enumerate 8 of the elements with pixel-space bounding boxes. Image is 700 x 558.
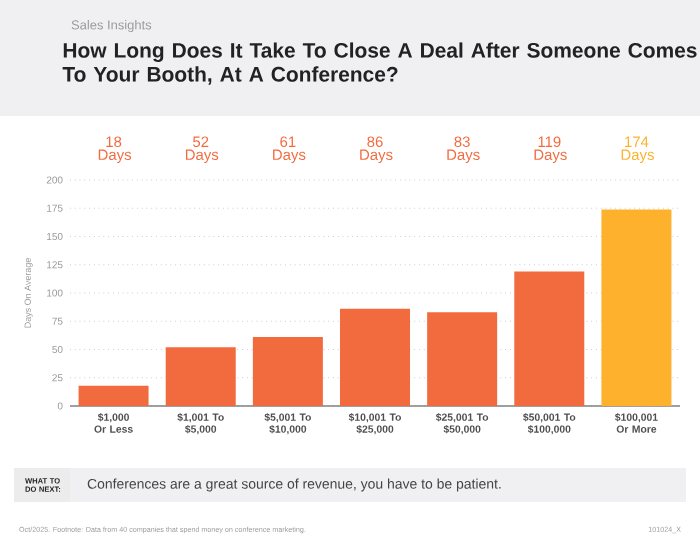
bar — [78, 385, 149, 406]
bar — [427, 312, 498, 406]
bar — [165, 347, 236, 406]
bar — [514, 271, 585, 406]
bar — [252, 337, 323, 406]
bar — [601, 209, 672, 406]
bar — [340, 308, 410, 406]
chart-title: How Long Does It Take To Close A Deal After Someone Comes To Your Booth, At A Conference? — [62, 42, 697, 85]
